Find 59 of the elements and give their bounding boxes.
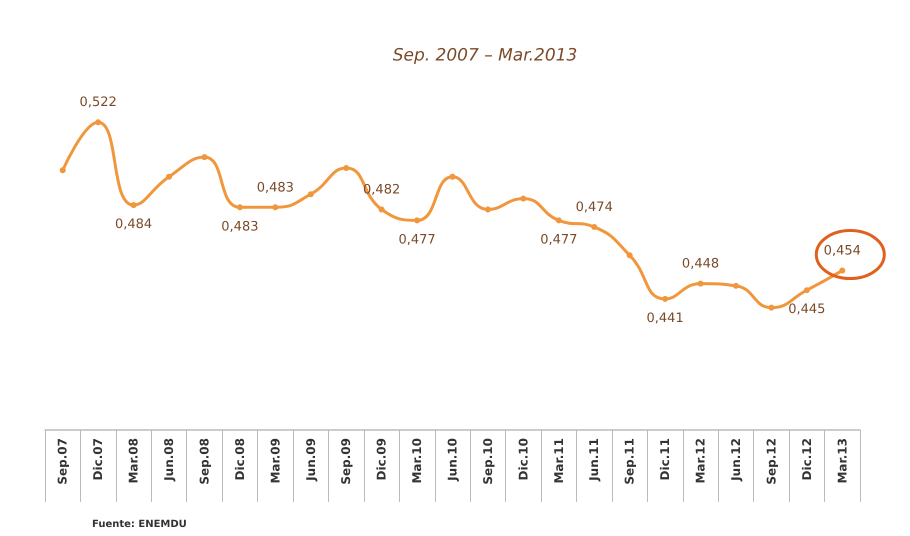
x-tick-label: Mar.11 — [552, 438, 566, 484]
point — [484, 206, 491, 212]
point — [520, 196, 526, 202]
data-label: 0,474 — [576, 200, 613, 215]
x-tick-label: Sep.07 — [56, 438, 70, 485]
data-label: 0,445 — [788, 302, 826, 318]
point — [732, 282, 739, 289]
x-tick-label: Jun.09 — [304, 438, 318, 482]
point — [166, 174, 172, 180]
x-tick-label: Jun.08 — [162, 438, 176, 482]
point — [626, 252, 633, 258]
point — [60, 167, 66, 174]
x-tick-label: Mar.09 — [268, 438, 282, 484]
point — [450, 174, 456, 180]
point — [698, 280, 704, 287]
data-label: 0,477 — [398, 232, 436, 248]
x-tick-label: Jun.11 — [587, 438, 602, 482]
x-tick-label: Sep.08 — [197, 438, 212, 485]
x-tick-label: Jun.10 — [446, 438, 460, 482]
data-label: 0,448 — [682, 256, 720, 272]
point — [236, 204, 243, 210]
x-tick-label: Sep.12 — [764, 438, 778, 485]
data-label: 0,484 — [114, 217, 152, 232]
point — [130, 202, 137, 208]
x-tick-label: Jun.12 — [728, 438, 743, 482]
x-tick-label: Sep.10 — [480, 438, 495, 485]
x-tick-label: Sep.09 — [339, 438, 354, 485]
point — [308, 191, 314, 198]
point — [343, 165, 350, 172]
x-tick-label: Dic.10 — [516, 438, 530, 480]
source-note: Fuente: ENEMDU — [92, 519, 187, 530]
chart-title: Sep. 2007 – Mar.2013 — [392, 46, 578, 66]
data-label: 0,454 — [824, 244, 861, 259]
data-label: 0,483 — [221, 219, 258, 234]
data-label: 0,441 — [646, 310, 684, 326]
point — [378, 206, 385, 212]
point — [414, 217, 420, 224]
point — [768, 304, 774, 311]
x-tick-label: Mar.12 — [694, 438, 708, 484]
x-tick-label: Mar.10 — [410, 438, 424, 484]
x-tick-label: Dic.12 — [800, 438, 814, 480]
point — [591, 224, 598, 230]
point — [201, 154, 208, 160]
x-tick-label: Sep.11 — [622, 438, 637, 485]
point — [804, 287, 810, 294]
data-label: 0,483 — [256, 180, 294, 196]
x-tick-label: Dic.09 — [374, 438, 389, 480]
point — [662, 296, 668, 302]
x-tick-label: Dic.11 — [658, 438, 672, 480]
point — [556, 217, 562, 224]
x-tick-label: Mar.08 — [126, 438, 141, 484]
point — [272, 204, 278, 210]
x-tick-label: Dic.08 — [232, 438, 247, 480]
data-label: 0,522 — [80, 95, 117, 110]
point — [95, 119, 102, 126]
x-tick-label: Dic.07 — [91, 438, 106, 480]
x-tick-label: Mar.13 — [835, 438, 850, 484]
data-label: 0,477 — [540, 232, 578, 248]
point — [839, 268, 846, 274]
